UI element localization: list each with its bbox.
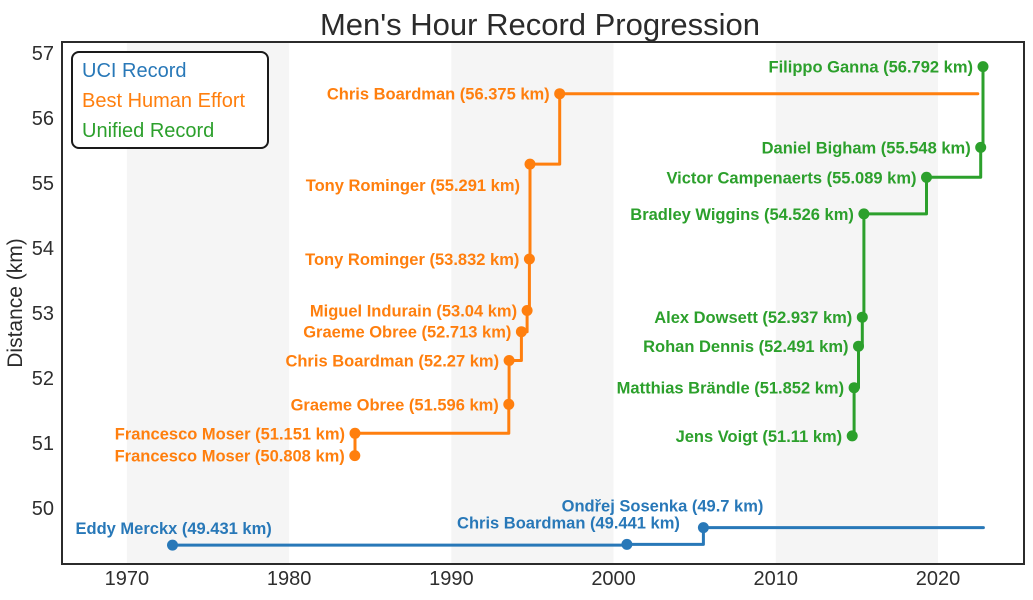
point-francesco-moser [349,450,361,462]
point-label-ondrej-sosenka: Ondřej Sosenka (49.7 km) [562,498,764,516]
point-daniel-bigham [975,141,987,153]
point-label-francesco-moser: Francesco Moser (51.151 km) [115,425,345,443]
point-label-rohan-dennis: Rohan Dennis (52.491 km) [643,338,848,356]
point-bradley-wiggins [858,208,870,220]
chart-title: Men's Hour Record Progression [320,7,760,42]
x-tick-label: 1990 [429,568,474,590]
point-label-jens-voigt: Jens Voigt (51.11 km) [676,428,843,446]
x-tick-label: 1970 [105,568,150,590]
legend-box [71,51,269,149]
point-label-victor-campenaerts: Victor Campenaerts (55.089 km) [666,169,916,187]
point-label-eddy-merckx: Eddy Merckx (49.431 km) [76,520,272,538]
y-tick-label: 56 [32,108,54,130]
point-label-bradley-wiggins: Bradley Wiggins (54.526 km) [630,206,854,224]
point-label-chris-boardman: Chris Boardman (49.441 km) [457,514,680,532]
y-tick-label: 50 [32,498,54,520]
x-tick-label: 2000 [591,568,636,590]
point-chris-boardman [554,88,566,100]
y-tick-label: 51 [32,433,54,455]
point-graeme-obree [515,326,527,338]
y-tick-label: 52 [32,368,54,390]
point-miguel-indurain [521,305,533,316]
point-label-chris-boardman: Chris Boardman (56.375 km) [327,86,550,104]
legend-item-best-human-effort: Best Human Effort [82,90,245,112]
point-label-chris-boardman: Chris Boardman (52.27 km) [285,353,499,371]
x-tick-label: 2020 [916,568,961,590]
point-label-graeme-obree: Graeme Obree (51.596 km) [291,396,499,414]
decade-band [451,42,614,564]
point-graeme-obree [503,398,515,410]
y-tick-label: 53 [32,303,54,325]
point-jens-voigt [846,430,858,442]
legend-item-uci-record: UCI Record [82,60,186,82]
point-label-francesco-moser: Francesco Moser (50.808 km) [115,448,345,466]
y-axis-tick-labels: 50 51 52 53 54 55 56 57 [32,43,54,520]
legend-item-unified-record: Unified Record [82,120,214,142]
point-label-miguel-indurain: Miguel Indurain (53.04 km) [310,303,517,321]
y-tick-label: 55 [32,173,54,195]
point-francesco-moser [349,427,361,439]
series-lines: Eddy Merckx (49.431 km) Chris Boardman (4… [76,59,989,551]
point-eddy-merckx [167,539,178,551]
point-chris-boardman [621,538,633,550]
point-matthias-brandle [848,382,860,394]
point-label-filippo-ganna: Filippo Ganna (56.792 km) [769,59,973,77]
point-label-tony-rominger: Tony Rominger (55.291 km) [306,177,520,195]
point-label-tony-rominger: Tony Rominger (53.832 km) [305,251,519,269]
point-alex-dowsett [856,311,868,323]
x-tick-label: 1980 [267,568,312,590]
x-axis-tick-labels: 1970 1980 1990 2000 2010 2020 [105,568,961,590]
point-tony-rominger [524,158,536,170]
point-victor-campenaerts [921,171,932,183]
legend: UCI Record Best Human Effort Unified Rec… [71,51,269,149]
point-label-daniel-bigham: Daniel Bigham (55.548 km) [762,139,971,157]
y-tick-label: 57 [32,43,54,65]
x-tick-label: 2010 [754,568,799,590]
point-filippo-ganna [977,61,989,73]
point-chris-boardman [503,355,515,366]
series-line-uci-record [171,526,985,547]
point-label-graeme-obree: Graeme Obree (52.713 km) [303,324,511,342]
point-ondrej-sosenka [697,522,709,534]
y-tick-label: 54 [32,238,54,260]
point-label-matthias-brandle: Matthias Brändle (51.852 km) [617,380,844,398]
decade-band [775,42,939,564]
point-tony-rominger [523,253,535,265]
plot-frame [61,41,1025,565]
point-rohan-dennis [853,340,864,352]
y-axis-label: Distance (km) [4,238,27,368]
point-label-alex-dowsett: Alex Dowsett (52.937 km) [654,309,852,327]
